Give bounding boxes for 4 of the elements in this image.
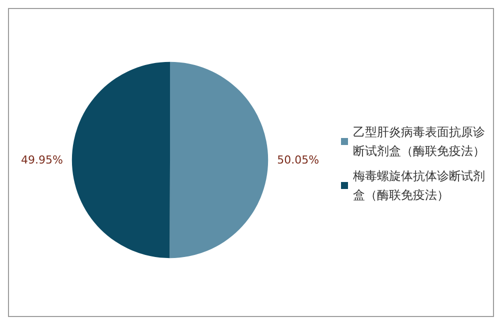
data-label: 50.05% <box>277 154 320 167</box>
legend-label: 梅毒螺旋体抗体诊断试剂盒（酶联免疫法） <box>352 169 485 202</box>
legend-label: 乙型肝炎病毒表面抗原诊断试剂盒（酶联免疫法） <box>353 125 485 158</box>
data-label: 49.95% <box>20 153 63 166</box>
